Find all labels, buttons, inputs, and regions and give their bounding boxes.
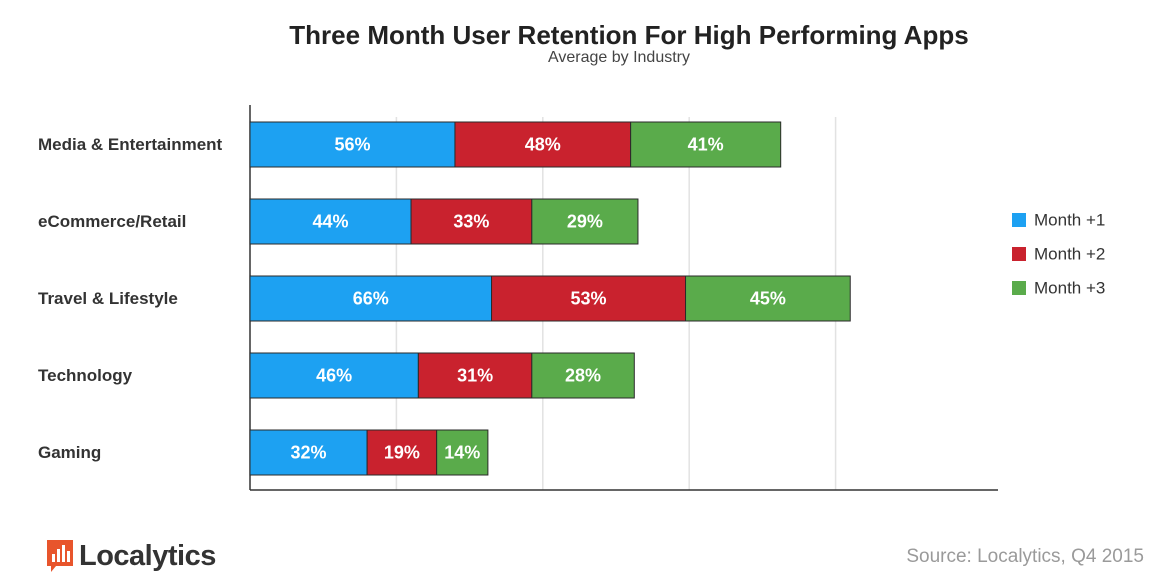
- data-label: 44%: [313, 212, 349, 232]
- legend-swatch: [1012, 281, 1026, 295]
- bar-segment: [531, 352, 635, 399]
- data-label: 33%: [453, 212, 489, 232]
- data-label: 28%: [565, 366, 601, 386]
- chart-title: Three Month User Retention For High Perf…: [289, 20, 969, 50]
- data-label: 32%: [291, 443, 327, 463]
- bar-segment: [531, 198, 639, 245]
- legend-swatch: [1012, 213, 1026, 227]
- bar-segment: [249, 198, 412, 245]
- category-labels: Media & Entertainment eCommerce/Retail Tra…: [38, 135, 223, 462]
- bar-segment: [249, 429, 368, 476]
- data-label: 29%: [567, 212, 603, 232]
- category-label: Travel & Lifestyle: [38, 289, 178, 308]
- data-label: 41%: [688, 135, 724, 155]
- data-label: 56%: [334, 135, 370, 155]
- legend-label: Month +1: [1034, 211, 1105, 230]
- bar-segment: [249, 121, 456, 168]
- data-label: 14%: [444, 443, 480, 463]
- legend: Month +1 Month +2 Month +3: [1012, 211, 1105, 298]
- data-label: 31%: [457, 366, 493, 386]
- bar-segment: [685, 275, 851, 322]
- legend-label: Month +3: [1034, 279, 1105, 298]
- data-label: 45%: [750, 289, 786, 309]
- bar-segment: [366, 429, 438, 476]
- category-label: Gaming: [38, 443, 101, 462]
- legend-swatch: [1012, 247, 1026, 261]
- legend-label: Month +2: [1034, 245, 1105, 264]
- data-label: 66%: [353, 289, 389, 309]
- category-label: Technology: [38, 366, 133, 385]
- data-label: 48%: [525, 135, 561, 155]
- bar-segment: [630, 121, 782, 168]
- bar-segment: [249, 352, 419, 399]
- source-note: Source: Localytics, Q4 2015: [906, 546, 1144, 567]
- localytics-logo: Localytics: [47, 538, 216, 574]
- bar-segment: [436, 429, 489, 476]
- bar-chart-speech-bubble-icon: [47, 540, 73, 572]
- data-label: 19%: [384, 443, 420, 463]
- data-label: 46%: [316, 366, 352, 386]
- bar-segment: [491, 275, 687, 322]
- category-label: Media & Entertainment: [38, 135, 223, 154]
- logo-text: Localytics: [79, 539, 216, 572]
- chart-subtitle: Average by Industry: [547, 49, 690, 66]
- category-label: eCommerce/Retail: [38, 212, 186, 231]
- bar-segment: [249, 275, 493, 322]
- bars: 56% 48% 41% 44% 33% 29% 66% 53% 45% 46% 31% 28% 32% 1…: [249, 121, 851, 476]
- bar-segment: [417, 352, 533, 399]
- bar-segment: [410, 198, 533, 245]
- data-label: 53%: [571, 289, 607, 309]
